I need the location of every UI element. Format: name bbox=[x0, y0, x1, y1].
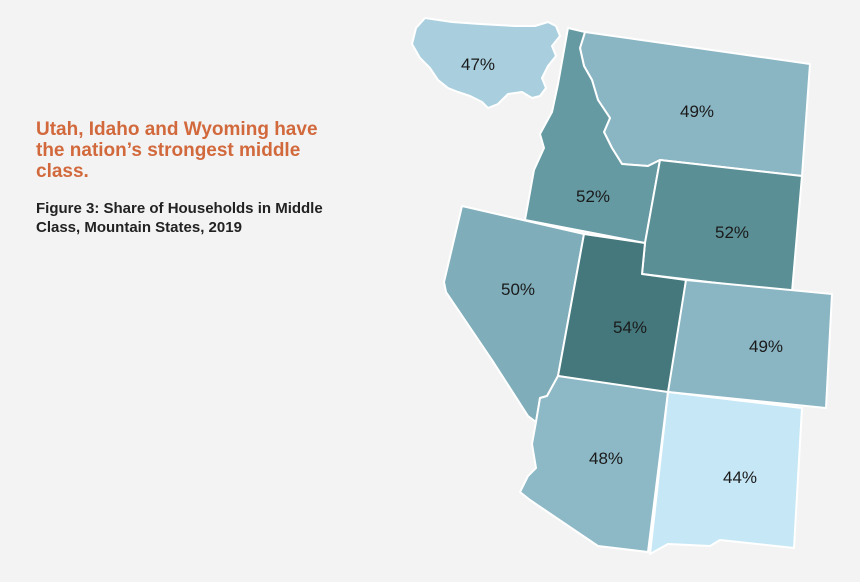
label-new-mexico: 44% bbox=[723, 468, 757, 487]
label-montana: 49% bbox=[680, 102, 714, 121]
label-utah: 54% bbox=[613, 318, 647, 337]
region-united-states bbox=[411, 17, 561, 109]
headline: Utah, Idaho and Wyoming have the nation’… bbox=[36, 119, 318, 182]
region-idaho bbox=[524, 27, 661, 244]
figure-title: Figure 3: Share of Households in Middle … bbox=[36, 200, 323, 236]
label-united-states: 47% bbox=[461, 55, 495, 74]
label-colorado: 49% bbox=[749, 337, 783, 356]
label-idaho: 52% bbox=[576, 187, 610, 206]
region-colorado bbox=[667, 279, 833, 409]
label-arizona: 48% bbox=[589, 449, 623, 468]
label-wyoming: 52% bbox=[715, 223, 749, 242]
region-new-mexico bbox=[649, 391, 803, 555]
label-nevada: 50% bbox=[501, 280, 535, 299]
region-arizona bbox=[519, 375, 669, 553]
